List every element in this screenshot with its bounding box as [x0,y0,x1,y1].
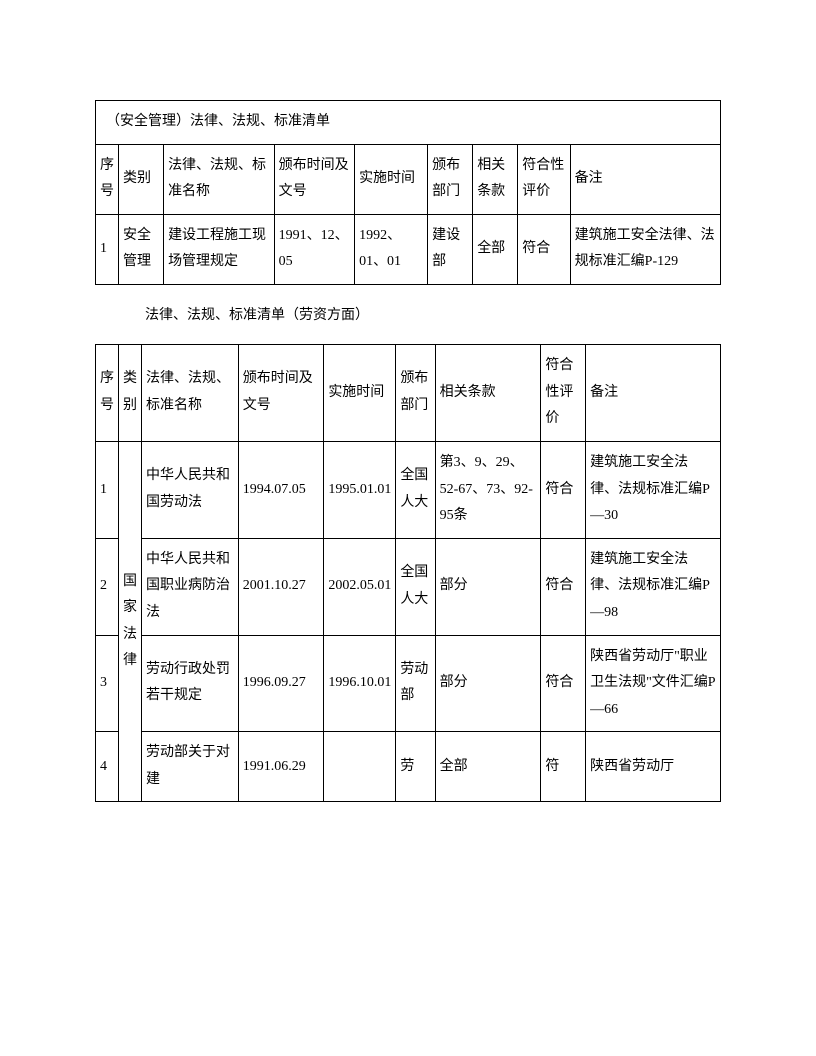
table2-cell-remark: 建筑施工安全法律、法规标准汇编P—98 [586,538,721,635]
table2-cell-dept: 全国人大 [396,441,435,538]
table1-header-issue: 颁布时间及文号 [274,144,354,214]
table2-cell-issue: 2001.10.27 [238,538,324,635]
table2-header-clause: 相关条款 [435,345,541,442]
table2-cell-num: 2 [96,538,119,635]
table1-header-row: 序号 类别 法律、法规、标准名称 颁布时间及文号 实施时间 颁布部门 相关条款 … [96,144,721,214]
table2-cell-clause: 第3、9、29、52-67、73、92-95条 [435,441,541,538]
table1-cell-num: 1 [96,214,119,284]
table2-cell-impl [324,732,396,802]
table2-cell-num: 4 [96,732,119,802]
table2-cell-remark: 陕西省劳动厅"职业卫生法规"文件汇编P—66 [586,635,721,732]
table2-header-remark: 备注 [586,345,721,442]
table2-cell-category: 国家法律 [119,441,142,802]
table-labor: 序号 类别 法律、法规、标准名称 颁布时间及文号 实施时间 颁布部门 相关条款 … [95,344,721,802]
table2-header-category: 类别 [119,345,142,442]
table2-header-dept: 颁布部门 [396,345,435,442]
table2-header-row: 序号 类别 法律、法规、标准名称 颁布时间及文号 实施时间 颁布部门 相关条款 … [96,345,721,442]
table2-cell-issue: 1996.09.27 [238,635,324,732]
table2-cell-impl: 2002.05.01 [324,538,396,635]
table2-cell-issue: 1991.06.29 [238,732,324,802]
table1-header-clause: 相关条款 [473,144,518,214]
table2-cell-num: 3 [96,635,119,732]
table2-header-num: 序号 [96,345,119,442]
table2-row: 4 劳动部关于对建 1991.06.29 劳 全部 符 陕西省劳动厅 [96,732,721,802]
table1-cell-eval: 符合 [518,214,570,284]
table2-cell-name: 劳动部关于对建 [142,732,239,802]
table1-header-impl: 实施时间 [355,144,428,214]
table1-cell-category: 安全管理 [119,214,164,284]
table2-cell-eval: 符合 [541,538,586,635]
table2-cell-clause: 部分 [435,538,541,635]
table1-header-name: 法律、法规、标准名称 [164,144,275,214]
section2-title: 法律、法规、标准清单（劳资方面） [145,303,721,328]
table1-header-remark: 备注 [570,144,720,214]
table2-cell-remark: 陕西省劳动厅 [586,732,721,802]
table1-cell-impl: 1992、01、01 [355,214,428,284]
table1-header-num: 序号 [96,144,119,214]
table1-cell-clause: 全部 [473,214,518,284]
table2-cell-dept: 劳 [396,732,435,802]
table2-cell-eval: 符合 [541,441,586,538]
table2-cell-clause: 全部 [435,732,541,802]
table2-cell-eval: 符合 [541,635,586,732]
table1-header-category: 类别 [119,144,164,214]
table2-cell-clause: 部分 [435,635,541,732]
table1-cell-dept: 建设部 [428,214,473,284]
table2-cell-name: 中华人民共和国劳动法 [142,441,239,538]
table2-row: 3 劳动行政处罚若干规定 1996.09.27 1996.10.01 劳动部 部… [96,635,721,732]
table2-cell-name: 劳动行政处罚若干规定 [142,635,239,732]
table2-cell-name: 中华人民共和国职业病防治法 [142,538,239,635]
table1-cell-remark: 建筑施工安全法律、法规标准汇编P-129 [570,214,720,284]
table1-title: （安全管理）法律、法规、标准清单 [96,101,721,145]
table2-cell-dept: 劳动部 [396,635,435,732]
table1-header-eval: 符合性评价 [518,144,570,214]
table2-row: 1 国家法律 中华人民共和国劳动法 1994.07.05 1995.01.01 … [96,441,721,538]
table2-header-impl: 实施时间 [324,345,396,442]
table2-cell-remark: 建筑施工安全法律、法规标准汇编P—30 [586,441,721,538]
table1-header-dept: 颁布部门 [428,144,473,214]
table2-cell-eval: 符 [541,732,586,802]
table2-header-eval: 符合性评价 [541,345,586,442]
table2-header-issue: 颁布时间及文号 [238,345,324,442]
table2-cell-impl: 1995.01.01 [324,441,396,538]
table2-cell-impl: 1996.10.01 [324,635,396,732]
table2-header-name: 法律、法规、标准名称 [142,345,239,442]
table2-cell-num: 1 [96,441,119,538]
table1-cell-issue: 1991、12、05 [274,214,354,284]
table1-title-row: （安全管理）法律、法规、标准清单 [96,101,721,145]
table-safety-management: （安全管理）法律、法规、标准清单 序号 类别 法律、法规、标准名称 颁布时间及文… [95,100,721,285]
table1-row: 1 安全管理 建设工程施工现场管理规定 1991、12、05 1992、01、0… [96,214,721,284]
table2-row: 2 中华人民共和国职业病防治法 2001.10.27 2002.05.01 全国… [96,538,721,635]
table1-cell-name: 建设工程施工现场管理规定 [164,214,275,284]
table2-cell-dept: 全国人大 [396,538,435,635]
table2-cell-issue: 1994.07.05 [238,441,324,538]
